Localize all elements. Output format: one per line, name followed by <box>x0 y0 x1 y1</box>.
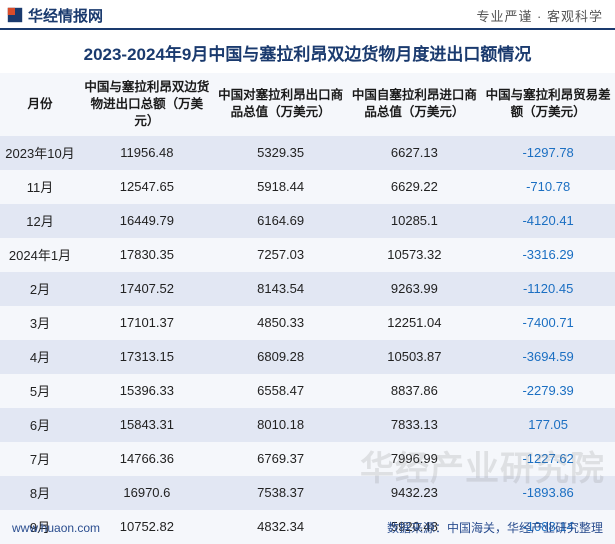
cell-balance: -7400.71 <box>481 306 615 340</box>
cell-month: 11月 <box>0 170 80 204</box>
table-row: 3月17101.374850.3312251.04-7400.71 <box>0 306 615 340</box>
cell-total: 16970.6 <box>80 476 214 510</box>
cell-import: 10573.32 <box>348 238 482 272</box>
cell-import: 9432.23 <box>348 476 482 510</box>
cell-export: 5329.35 <box>214 136 348 170</box>
cell-balance: -4120.41 <box>481 204 615 238</box>
cell-balance: 177.05 <box>481 408 615 442</box>
data-table: 月份 中国与塞拉利昂双边货物进出口总额（万美元） 中国对塞拉利昂出口商品总值（万… <box>0 73 615 544</box>
cell-month: 12月 <box>0 204 80 238</box>
cell-import: 7833.13 <box>348 408 482 442</box>
cell-total: 11956.48 <box>80 136 214 170</box>
table-row: 5月15396.336558.478837.86-2279.39 <box>0 374 615 408</box>
cell-month: 6月 <box>0 408 80 442</box>
cell-month: 3月 <box>0 306 80 340</box>
cell-total: 14766.36 <box>80 442 214 476</box>
table-row: 2月17407.528143.549263.99-1120.45 <box>0 272 615 306</box>
table-row: 8月16970.67538.379432.23-1893.86 <box>0 476 615 510</box>
brand-block: 华经情报网 <box>6 5 103 26</box>
footer-site: www.huaon.com <box>12 521 100 535</box>
cell-total: 12547.65 <box>80 170 214 204</box>
cell-export: 5918.44 <box>214 170 348 204</box>
cell-export: 4850.33 <box>214 306 348 340</box>
table-row: 4月17313.156809.2810503.87-3694.59 <box>0 340 615 374</box>
col-import: 中国自塞拉利昂进口商品总值（万美元） <box>348 73 482 136</box>
cell-month: 8月 <box>0 476 80 510</box>
cell-total: 17830.35 <box>80 238 214 272</box>
cell-balance: -1120.45 <box>481 272 615 306</box>
cell-month: 2月 <box>0 272 80 306</box>
cell-balance: -1893.86 <box>481 476 615 510</box>
cell-export: 7257.03 <box>214 238 348 272</box>
logo-icon <box>6 6 24 24</box>
cell-import: 10503.87 <box>348 340 482 374</box>
cell-export: 8010.18 <box>214 408 348 442</box>
cell-balance: -1227.62 <box>481 442 615 476</box>
table-row: 2024年1月17830.357257.0310573.32-3316.29 <box>0 238 615 272</box>
col-month: 月份 <box>0 73 80 136</box>
cell-export: 8143.54 <box>214 272 348 306</box>
cell-import: 8837.86 <box>348 374 482 408</box>
cell-balance: -3694.59 <box>481 340 615 374</box>
cell-total: 17101.37 <box>80 306 214 340</box>
cell-month: 2024年1月 <box>0 238 80 272</box>
col-balance: 中国与塞拉利昂贸易差额（万美元） <box>481 73 615 136</box>
cell-balance: -3316.29 <box>481 238 615 272</box>
cell-export: 6558.47 <box>214 374 348 408</box>
table-row: 11月12547.655918.446629.22-710.78 <box>0 170 615 204</box>
cell-import: 9263.99 <box>348 272 482 306</box>
cell-import: 6627.13 <box>348 136 482 170</box>
cell-export: 6809.28 <box>214 340 348 374</box>
cell-import: 10285.1 <box>348 204 482 238</box>
cell-balance: -710.78 <box>481 170 615 204</box>
cell-month: 2023年10月 <box>0 136 80 170</box>
cell-export: 6164.69 <box>214 204 348 238</box>
cell-total: 15843.31 <box>80 408 214 442</box>
table-row: 12月16449.796164.6910285.1-4120.41 <box>0 204 615 238</box>
brand-motto: 专业严谨 · 客观科学 <box>476 6 603 25</box>
cell-total: 17313.15 <box>80 340 214 374</box>
cell-total: 17407.52 <box>80 272 214 306</box>
cell-import: 6629.22 <box>348 170 482 204</box>
cell-month: 4月 <box>0 340 80 374</box>
table-row: 7月14766.366769.377996.99-1227.62 <box>0 442 615 476</box>
cell-month: 7月 <box>0 442 80 476</box>
cell-month: 5月 <box>0 374 80 408</box>
col-total: 中国与塞拉利昂双边货物进出口总额（万美元） <box>80 73 214 136</box>
cell-import: 7996.99 <box>348 442 482 476</box>
col-export: 中国对塞拉利昂出口商品总值（万美元） <box>214 73 348 136</box>
brand-name: 华经情报网 <box>28 5 103 26</box>
cell-total: 15396.33 <box>80 374 214 408</box>
page-footer: www.huaon.com 数据来源：中国海关，华经产业研究整理 <box>0 515 615 536</box>
table-row: 6月15843.318010.187833.13177.05 <box>0 408 615 442</box>
cell-import: 12251.04 <box>348 306 482 340</box>
page-title: 2023-2024年9月中国与塞拉利昂双边货物月度进出口额情况 <box>0 30 615 73</box>
cell-export: 6769.37 <box>214 442 348 476</box>
cell-export: 7538.37 <box>214 476 348 510</box>
cell-total: 16449.79 <box>80 204 214 238</box>
page-header: 华经情报网 专业严谨 · 客观科学 <box>0 0 615 30</box>
footer-source: 数据来源：中国海关，华经产业研究整理 <box>387 519 603 536</box>
cell-balance: -2279.39 <box>481 374 615 408</box>
table-header-row: 月份 中国与塞拉利昂双边货物进出口总额（万美元） 中国对塞拉利昂出口商品总值（万… <box>0 73 615 136</box>
cell-balance: -1297.78 <box>481 136 615 170</box>
table-row: 2023年10月11956.485329.356627.13-1297.78 <box>0 136 615 170</box>
